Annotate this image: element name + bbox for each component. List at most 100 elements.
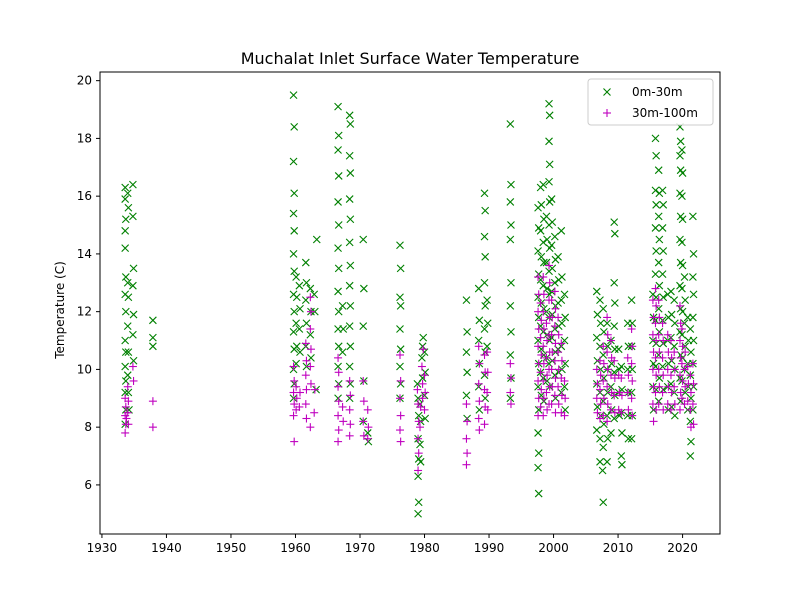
data-point — [670, 348, 679, 357]
data-point — [666, 405, 675, 414]
data-point — [463, 327, 471, 336]
x-tick-label: 2000 — [538, 541, 569, 555]
data-point — [302, 319, 311, 328]
data-point — [676, 405, 684, 414]
data-point — [421, 368, 430, 377]
x-tick-label: 2020 — [667, 541, 698, 555]
data-point — [334, 172, 343, 180]
data-point — [480, 278, 489, 287]
data-point — [418, 394, 427, 403]
data-point — [652, 371, 661, 380]
data-point — [593, 408, 602, 417]
data-point — [306, 324, 315, 333]
data-point — [418, 342, 427, 351]
data-point — [345, 195, 354, 203]
y-tick-label: 6 — [84, 478, 92, 492]
data-point — [124, 293, 133, 302]
data-point — [292, 293, 301, 302]
data-point — [617, 452, 626, 460]
data-point — [339, 417, 348, 426]
data-point — [554, 365, 563, 374]
data-point — [534, 489, 543, 498]
data-point — [129, 330, 137, 339]
data-point — [346, 261, 355, 270]
data-point — [610, 391, 619, 400]
data-point — [419, 333, 428, 342]
data-point — [334, 362, 342, 371]
data-point — [506, 351, 515, 359]
data-point — [346, 301, 355, 310]
data-point — [617, 374, 626, 383]
data-point — [536, 402, 545, 411]
data-point — [667, 403, 676, 411]
data-point — [346, 342, 355, 351]
data-point — [345, 151, 354, 160]
data-point — [306, 284, 315, 293]
y-tick-label: 20 — [77, 74, 92, 88]
data-point — [610, 278, 619, 287]
data-point — [554, 313, 563, 322]
data-point — [506, 301, 515, 310]
x-tick-label: 1940 — [151, 541, 182, 555]
data-point — [345, 111, 354, 120]
data-point — [610, 229, 619, 238]
data-point — [599, 374, 608, 382]
data-point — [480, 420, 489, 429]
data-point — [654, 296, 663, 305]
data-point — [655, 235, 664, 244]
data-point — [295, 402, 304, 411]
data-point — [676, 137, 685, 146]
data-point — [414, 434, 423, 443]
data-point — [506, 388, 515, 397]
data-point — [534, 463, 542, 472]
data-point — [678, 284, 686, 293]
data-point — [651, 388, 660, 397]
data-point — [474, 379, 483, 388]
data-point — [554, 382, 563, 391]
data-point — [603, 342, 612, 351]
legend-label: 30m-100m — [632, 106, 698, 120]
data-point — [655, 382, 664, 391]
data-point — [302, 278, 311, 287]
data-point — [414, 509, 422, 518]
data-point — [599, 394, 608, 403]
data-point — [689, 273, 697, 281]
data-point — [416, 423, 424, 432]
data-point — [688, 359, 697, 368]
data-point — [462, 296, 471, 305]
data-point — [678, 169, 687, 177]
data-point — [654, 212, 663, 221]
data-point — [506, 394, 515, 403]
data-point — [610, 322, 619, 330]
data-point — [623, 353, 632, 362]
data-point — [596, 319, 605, 328]
data-point — [658, 186, 667, 195]
data-point — [334, 244, 342, 253]
data-point — [550, 371, 559, 380]
data-point — [359, 235, 368, 244]
data-point — [689, 379, 698, 388]
data-point — [292, 394, 301, 403]
data-point — [539, 238, 548, 247]
data-point — [610, 345, 619, 354]
legend: 0m-30m 30m-100m — [587, 78, 714, 126]
data-point — [542, 388, 551, 397]
data-point — [655, 374, 664, 382]
data-point — [550, 391, 559, 400]
data-point — [623, 388, 632, 397]
data-point — [534, 382, 542, 391]
y-tick-label: 18 — [77, 131, 92, 145]
data-point — [592, 365, 601, 374]
data-point — [475, 316, 484, 325]
data-point — [414, 472, 422, 481]
data-point — [359, 376, 368, 385]
data-point — [123, 322, 132, 330]
data-point — [296, 304, 304, 313]
data-point — [301, 296, 310, 305]
data-point — [617, 362, 626, 371]
data-point — [334, 397, 343, 406]
data-point — [129, 264, 138, 273]
data-point — [339, 325, 348, 333]
data-point — [652, 247, 661, 255]
data-point — [560, 290, 569, 299]
